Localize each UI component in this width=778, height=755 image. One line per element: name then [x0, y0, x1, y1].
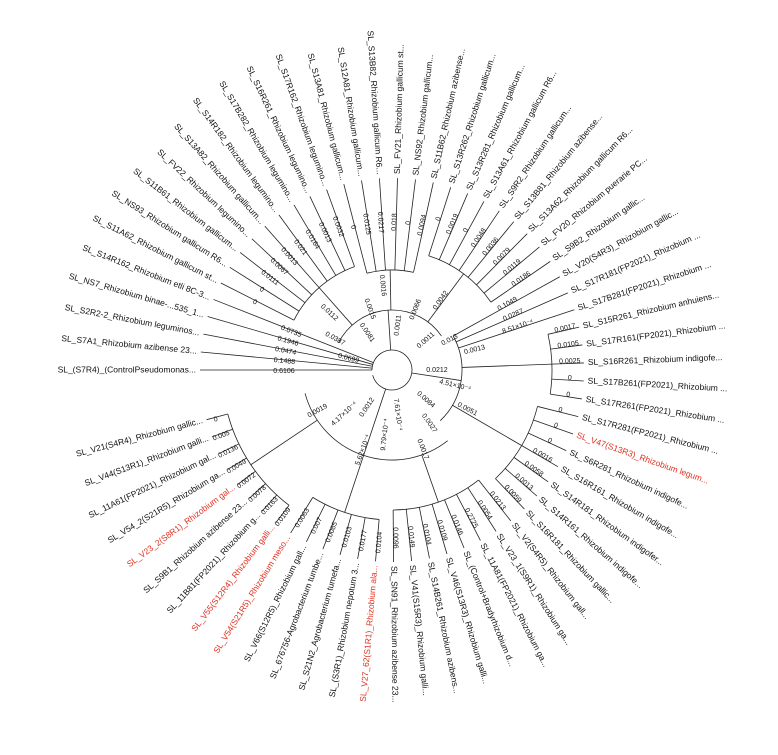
- branch: [344, 184, 367, 273]
- branch-length: 0.0019: [445, 213, 460, 236]
- branch-length: 0.0067: [269, 257, 289, 277]
- branch-length: 0.0096: [391, 527, 398, 549]
- branch-length: 0.0058: [523, 460, 545, 478]
- branch-length: 0.0011: [416, 331, 436, 350]
- branch-length: 0.0699: [337, 353, 360, 365]
- branch: [221, 283, 294, 320]
- branch-length: 0.2725: [463, 507, 479, 529]
- branch-length: 0.005: [212, 430, 231, 443]
- branch-length: 4.51×10⁻⁴: [439, 379, 472, 393]
- leaf-label: SL_SN91_Rhizobium azibense 23...: [389, 566, 400, 703]
- branch-length: 4.17×10⁻⁴: [330, 401, 358, 428]
- branch-length: 0.0149: [406, 526, 415, 548]
- branch-length: 0.0109: [435, 519, 448, 542]
- leaf-label: SL_S16R261_Rhizobium indigofe...: [588, 352, 723, 367]
- branch: [452, 405, 521, 445]
- leaf-label: SL_NS92_Rhizobium gallicum...: [410, 54, 435, 176]
- branch-length: 0.021: [292, 239, 308, 257]
- branch-length: 0.0032: [331, 216, 345, 239]
- branch-length: 0.0049: [226, 458, 248, 475]
- branch: [462, 364, 552, 367]
- branch-length: 0.0013: [317, 221, 333, 243]
- branch-length: 0.0104: [375, 531, 384, 553]
- branch-length: 0: [251, 299, 258, 307]
- branch-length: 0.0164: [304, 229, 321, 251]
- branch-length: 0: [568, 375, 572, 382]
- branch-length: 0.0017: [554, 323, 577, 335]
- branch-length: 0.018: [391, 213, 399, 231]
- branch-length: 0.0109: [274, 506, 293, 527]
- branch-length: 0: [557, 406, 563, 414]
- branch-length: 0.0146: [449, 514, 464, 537]
- clade-arc: [372, 350, 412, 390]
- branch-length: 0.013: [440, 333, 459, 347]
- branch-length: 0.0177: [358, 529, 369, 551]
- branch-length: 0.0016: [378, 275, 387, 297]
- leaf-label: SL_FV21_Rhizobium gallicum st...: [392, 44, 406, 174]
- branch-length: 0.0387: [324, 331, 346, 347]
- branch-length: 0.0186: [511, 270, 533, 288]
- branch-length: 7.61×10⁻⁴: [392, 398, 403, 431]
- branch-length: 0.0104: [421, 523, 432, 545]
- branch-length: 0.0027: [420, 413, 438, 435]
- branch-length: 0.0163: [260, 496, 280, 517]
- branch-length: 5.62×10⁻⁴: [354, 434, 372, 467]
- branch-length: 0.0025: [559, 358, 581, 366]
- branch-length: 0.0063: [294, 507, 311, 529]
- branch: [422, 455, 439, 502]
- leaf-label: SL_S13B82_Rhizobium gallicum R6...: [366, 30, 385, 174]
- branch-length: 0.0036: [482, 236, 501, 257]
- branch-length: 9.79×10⁻⁴: [380, 418, 390, 451]
- branch-length: 0.0085: [325, 521, 339, 544]
- branch-length: 0.1488: [273, 357, 295, 366]
- leaf-label: SL_S17B261(FP2021)_Rhizobium ...: [587, 375, 727, 393]
- branch-length: 0: [213, 416, 219, 424]
- branch-length: 0.0048: [470, 227, 488, 249]
- branch-length: 0: [258, 286, 265, 294]
- leaf-label: SL_S7A1_Rhizobium azibense 23...: [61, 333, 197, 356]
- branch-length: 0: [566, 391, 571, 399]
- leaf-label: SL_(S7R4)_(ControlPseudomonas...: [58, 364, 196, 374]
- leaf-label: SL_V27_62(S1R1)_Rhizobium ala...: [358, 565, 380, 702]
- branch-length: 0.0011: [393, 315, 403, 337]
- branch: [388, 310, 391, 350]
- branch-length: 0.0079: [492, 247, 512, 267]
- branch-length: 0: [405, 220, 412, 225]
- branch-length: 0.0042: [432, 290, 450, 312]
- branch-length: 0.007: [310, 516, 324, 535]
- leaf-label: SL_V41(S15R3)_Rhizobium galli...: [408, 564, 431, 696]
- branch-length: 0.0112: [319, 303, 339, 322]
- branch-length: 0.0016: [531, 447, 553, 464]
- branch-length: 0.0078: [247, 484, 268, 504]
- branch-length: 0.0287: [502, 308, 525, 323]
- branch-length: 0: [435, 216, 443, 222]
- branch-length: 0.0217: [376, 212, 384, 234]
- branch-length: 0.0072: [236, 472, 257, 490]
- branch-length: 0.0081: [358, 322, 376, 344]
- branch-length: 0.0084: [415, 390, 436, 409]
- branch-length: 0.0103: [341, 526, 354, 549]
- leaf-label: SL_V21(S4R4)_Rhizobium gallic...: [75, 415, 204, 459]
- branch-length: 0.0119: [502, 258, 523, 277]
- branch-length: 0.0136: [217, 444, 239, 460]
- branch-length: 0.0017: [415, 438, 429, 461]
- branch-length: 0.0094: [417, 214, 428, 237]
- branch-length: 0.0012: [358, 397, 376, 419]
- branch-length: 0.6106: [273, 368, 295, 375]
- branch-length: 0.0019: [307, 403, 329, 419]
- branch-length: 0.0105: [557, 340, 579, 350]
- branch-length: 0.0013: [463, 344, 486, 356]
- branch: [412, 373, 461, 381]
- branch: [390, 270, 391, 310]
- branch-length: 0.0474: [274, 346, 296, 357]
- branch-length: 0.0111: [259, 269, 279, 287]
- branch-length: 0.0054: [476, 499, 494, 521]
- branch-length: 0.0059: [503, 484, 523, 504]
- branch-length: 0.0013: [513, 473, 534, 492]
- branch-length: 0.0213: [488, 490, 507, 511]
- branch-length: 0.0125: [361, 213, 371, 235]
- branch: [251, 420, 317, 465]
- branch-length: 0.0212: [426, 367, 448, 374]
